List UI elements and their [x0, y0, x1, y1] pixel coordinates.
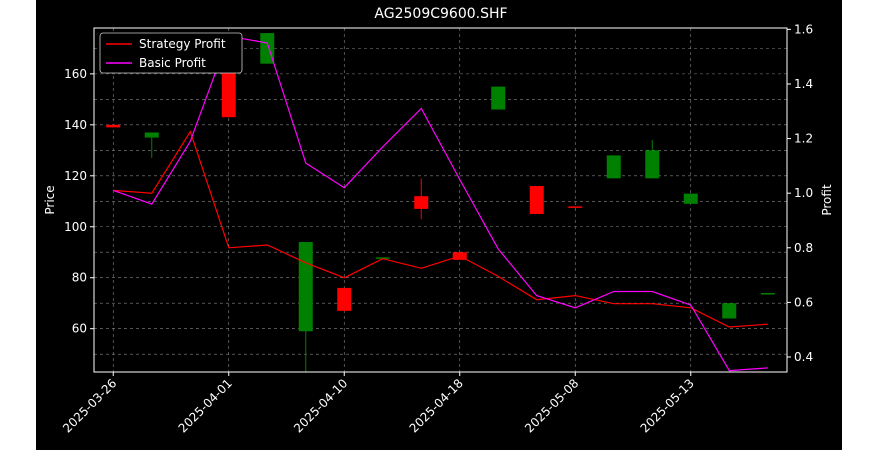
- x-tick-label: 2025-04-10: [291, 376, 350, 435]
- y-tick-label: 160: [64, 67, 87, 81]
- y-tick-label: 100: [64, 220, 87, 234]
- candle-body: [568, 206, 583, 208]
- x-tick-label: 2025-04-18: [407, 376, 466, 435]
- x-tick-label: 2025-03-26: [60, 376, 119, 435]
- candle: [568, 206, 583, 208]
- candle: [106, 124, 121, 128]
- y2-tick-label: 0.6: [794, 295, 813, 309]
- candle-body: [414, 196, 429, 209]
- legend-box: [99, 32, 243, 74]
- candles: [106, 33, 775, 372]
- y2-tick-label: 0.4: [794, 350, 813, 364]
- candle-body: [260, 33, 275, 64]
- y2-axis-ticks: 0.4 0.6 0.8 1.0 1.2 1.4 1.6: [787, 22, 813, 364]
- candle-body: [722, 303, 737, 319]
- chart-svg: AG2509C9600.SHF Price Profit 60 80 100 120 1…: [43, 6, 834, 435]
- y2-tick-label: 1.0: [794, 186, 813, 200]
- candle: [144, 132, 159, 158]
- candle: [298, 242, 313, 372]
- y2-tick-label: 1.6: [794, 22, 813, 36]
- y-tick-label: 80: [72, 271, 87, 285]
- chart-title: AG2509C9600.SHF: [374, 6, 507, 22]
- profit-lines: [113, 35, 768, 372]
- candle: [414, 178, 429, 220]
- basic-profit-line: [113, 35, 768, 372]
- y-axis-label: Price: [43, 185, 57, 214]
- chart-figure: AG2509C9600.SHF Price Profit 60 80 100 120 1…: [36, 0, 842, 450]
- candle: [722, 303, 737, 319]
- candle-body: [683, 193, 698, 204]
- candle: [491, 86, 506, 110]
- candle-body: [606, 155, 621, 179]
- legend: Strategy Profit Basic Profit: [99, 32, 243, 74]
- x-axis-ticks: 2025-03-26 2025-04-01 2025-04-10 2025-04-18…: [60, 372, 697, 435]
- candle-body: [106, 124, 121, 128]
- y2-tick-label: 0.8: [794, 241, 813, 255]
- y-tick-label: 60: [72, 322, 87, 336]
- candle: [337, 287, 352, 311]
- plot-frame: [93, 27, 788, 373]
- strategy-profit-line: [113, 130, 768, 328]
- y2-axis-label: Profit: [820, 184, 834, 216]
- x-tick-label: 2025-04-01: [176, 376, 235, 435]
- x-tick-label: 2025-05-08: [522, 376, 581, 435]
- candle-body: [529, 185, 544, 215]
- candle: [260, 33, 275, 64]
- candle-body: [337, 287, 352, 311]
- y2-tick-label: 1.2: [794, 132, 813, 146]
- candle-body: [298, 242, 313, 332]
- y2-tick-label: 1.4: [794, 77, 813, 91]
- candle: [645, 140, 660, 179]
- grid-lines: [94, 28, 787, 372]
- y-axis-ticks: 60 80 100 120 140 160: [64, 67, 94, 336]
- x-tick-label: 2025-05-13: [638, 376, 697, 435]
- candle: [760, 293, 775, 295]
- y-tick-label: 120: [64, 169, 87, 183]
- candle: [529, 185, 544, 215]
- candle-body: [645, 150, 660, 179]
- y-tick-label: 140: [64, 118, 87, 132]
- legend-label: Strategy Profit: [139, 37, 226, 51]
- candle: [683, 193, 698, 204]
- candle-body: [144, 132, 159, 138]
- candle: [606, 155, 621, 179]
- legend-label: Basic Profit: [139, 56, 206, 70]
- candle-body: [760, 293, 775, 295]
- candle-body: [491, 86, 506, 110]
